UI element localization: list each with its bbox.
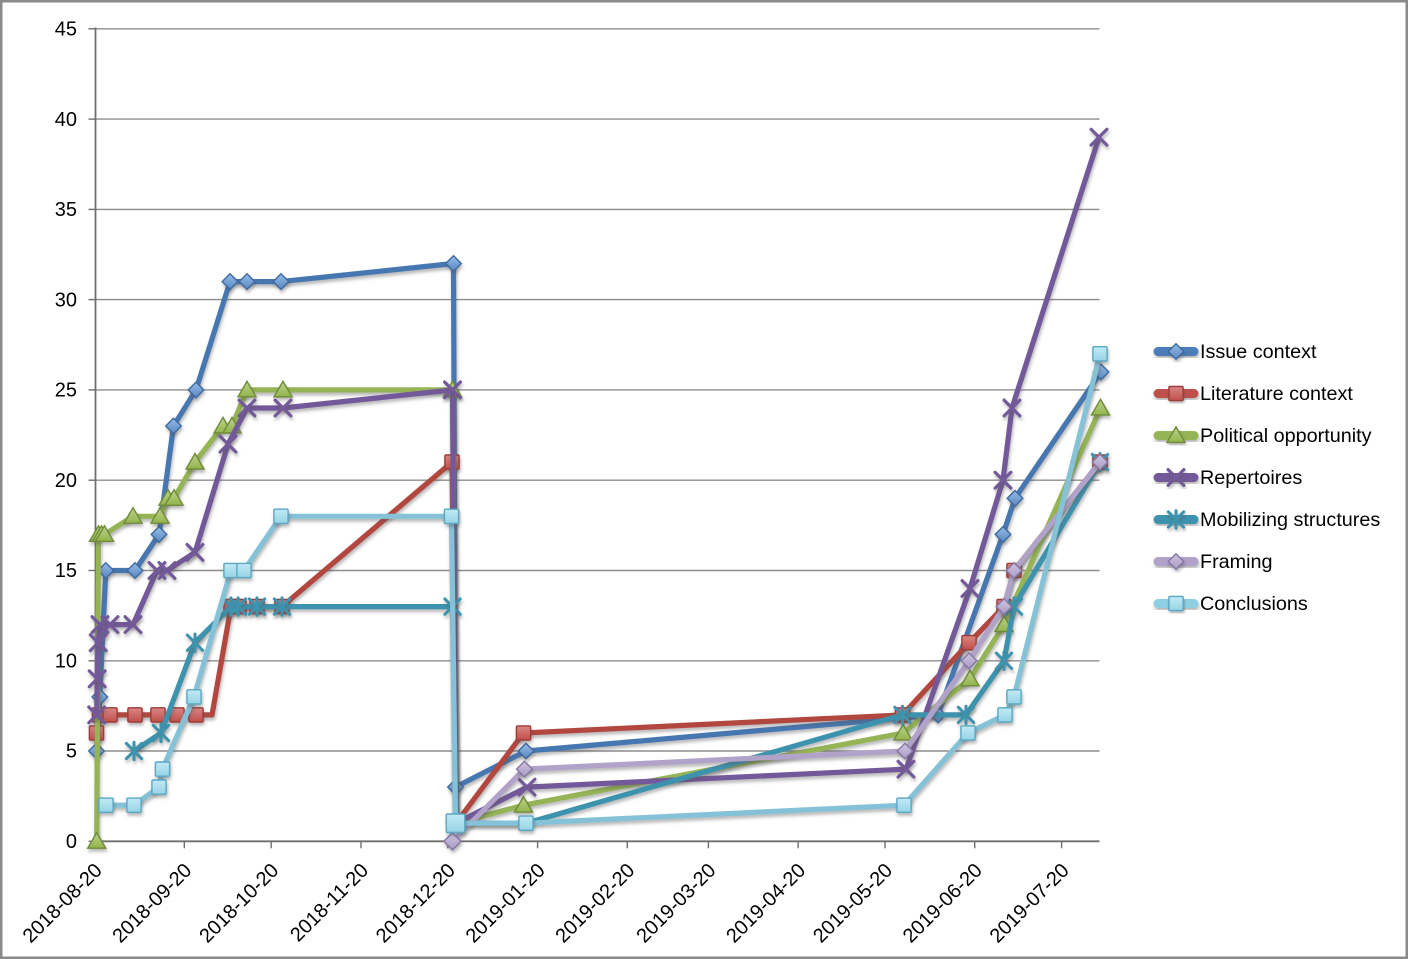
svg-text:30: 30 — [55, 289, 77, 311]
svg-text:40: 40 — [55, 109, 77, 131]
svg-text:Mobilizing structures: Mobilizing structures — [1200, 509, 1380, 531]
svg-text:15: 15 — [55, 560, 77, 582]
svg-text:Framing: Framing — [1200, 551, 1273, 573]
svg-text:35: 35 — [55, 199, 77, 221]
svg-text:Repertoires: Repertoires — [1200, 467, 1302, 489]
svg-text:Literature context: Literature context — [1200, 383, 1353, 405]
svg-text:20: 20 — [55, 470, 77, 492]
svg-text:Conclusions: Conclusions — [1200, 593, 1308, 615]
svg-text:5: 5 — [66, 741, 77, 763]
svg-text:45: 45 — [55, 19, 77, 41]
svg-text:Political opportunity: Political opportunity — [1200, 425, 1372, 447]
svg-text:25: 25 — [55, 380, 77, 402]
svg-text:Issue context: Issue context — [1200, 341, 1317, 363]
svg-text:0: 0 — [66, 831, 77, 853]
svg-text:10: 10 — [55, 651, 77, 673]
